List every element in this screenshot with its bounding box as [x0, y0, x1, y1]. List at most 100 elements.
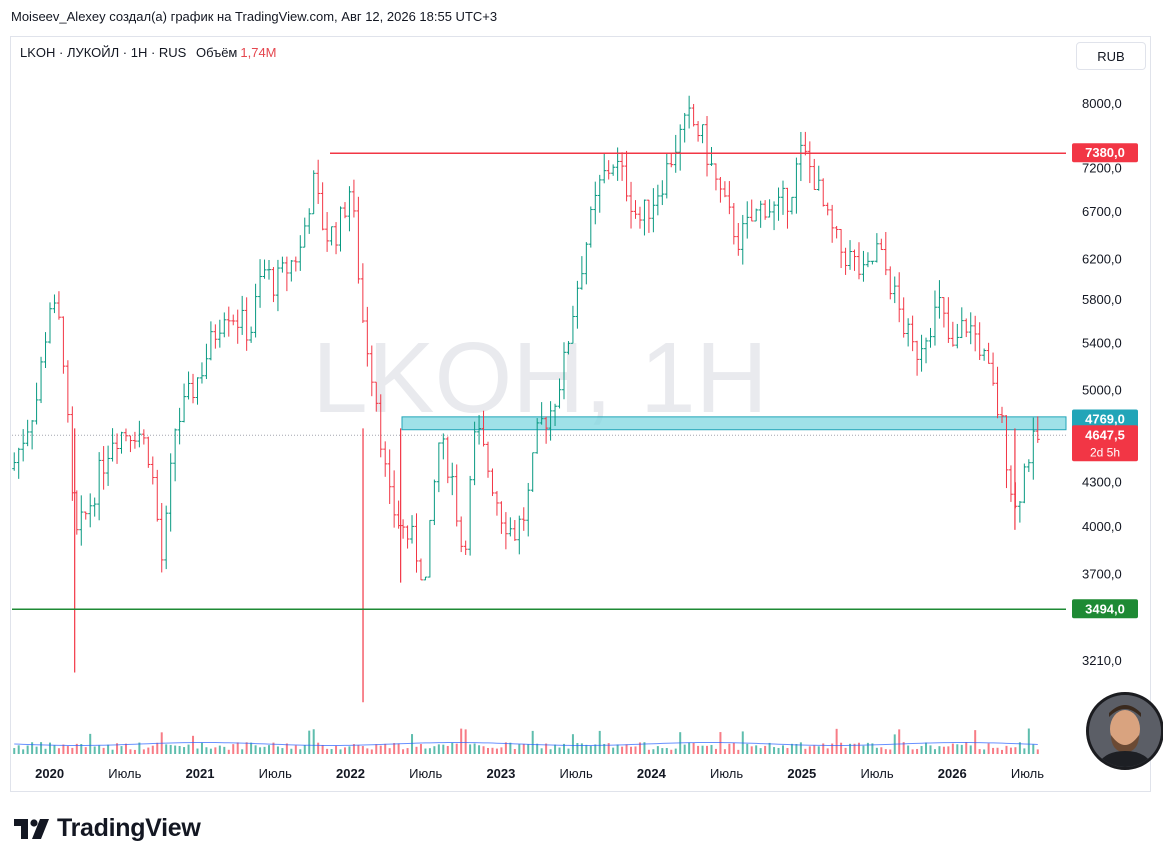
volume-bar — [840, 742, 843, 754]
volume-bar — [80, 744, 83, 754]
x-axis-tick-label: Июль — [710, 766, 743, 781]
volume-bar — [942, 746, 945, 754]
volume-bar — [294, 745, 297, 754]
volume-bar — [857, 742, 860, 754]
volume-bar — [746, 743, 749, 754]
volume-bar — [598, 730, 601, 754]
volume-bar — [907, 745, 910, 754]
volume-bar — [446, 745, 449, 754]
volume-bar — [790, 743, 793, 754]
volume-bar — [361, 746, 364, 754]
volume-bar — [75, 743, 78, 754]
volume-bar — [862, 745, 865, 754]
volume-bar — [419, 744, 422, 754]
volume-bar — [183, 747, 186, 754]
volume-bar — [402, 749, 405, 754]
volume-bar — [500, 747, 503, 754]
volume-bar — [871, 743, 874, 754]
volume-bar — [433, 746, 436, 754]
x-axis-tick-label: 2025 — [787, 766, 816, 781]
price-label-zone-text: 4769,0 — [1085, 412, 1125, 427]
volume-bar — [71, 747, 74, 754]
volume-bar — [545, 743, 548, 754]
x-axis-tick-label: 2026 — [938, 766, 967, 781]
currency-button[interactable]: RUB — [1076, 42, 1146, 70]
volume-bar — [40, 742, 43, 754]
volume-bar — [621, 746, 624, 754]
y-axis-tick-label: 5400,0 — [1082, 336, 1122, 351]
volume-bar — [969, 745, 972, 754]
x-axis-tick-label: Июль — [259, 766, 292, 781]
volume-bar — [549, 749, 552, 754]
volume-bar — [755, 745, 758, 754]
volume-bar — [853, 743, 856, 754]
volume-bar — [451, 742, 454, 754]
volume-bar — [875, 747, 878, 754]
volume-bar — [536, 743, 539, 754]
volume-bar — [44, 748, 47, 754]
volume-bar — [522, 743, 525, 754]
volume-bar — [308, 730, 311, 754]
volume-bar — [714, 748, 717, 754]
volume-bar — [343, 747, 346, 754]
volume-bar — [1009, 747, 1012, 754]
author-avatar[interactable] — [1086, 692, 1163, 770]
volume-bar — [692, 743, 695, 754]
volume-bar — [35, 746, 38, 754]
volume-bar — [107, 744, 110, 754]
volume-bar — [759, 748, 762, 754]
y-axis-tick-label: 7200,0 — [1082, 160, 1122, 175]
volume-bar — [375, 744, 378, 754]
volume-bar — [554, 744, 557, 754]
volume-bar — [116, 743, 119, 754]
y-axis-tick-label: 8000,0 — [1082, 96, 1122, 111]
volume-bar — [102, 747, 105, 754]
volume-bar — [299, 749, 302, 754]
volume-bar — [339, 749, 342, 754]
volume-bar — [728, 743, 731, 754]
volume-bar — [223, 746, 226, 754]
volume-bar — [831, 743, 834, 754]
volume-bar — [491, 747, 494, 754]
volume-bar — [13, 748, 16, 754]
volume-bar — [57, 748, 60, 754]
volume-bar — [478, 745, 481, 754]
volume-bar — [428, 748, 431, 754]
volume-bar — [1018, 742, 1021, 754]
volume-bar — [884, 749, 887, 754]
watermark-text: LKOH, 1H — [312, 322, 768, 434]
volume-bar — [920, 746, 923, 754]
volume-bar — [209, 748, 212, 754]
volume-bar — [424, 748, 427, 754]
tradingview-logo[interactable]: TradingView — [14, 814, 201, 843]
volume-bar — [849, 743, 852, 754]
volume-bar — [1005, 745, 1008, 754]
volume-bar — [411, 734, 414, 754]
volume-bar — [594, 744, 597, 754]
volume-bar — [643, 742, 646, 754]
y-axis-tick-label: 6700,0 — [1082, 204, 1122, 219]
volume-bar — [138, 742, 141, 754]
volume-bar — [259, 747, 262, 754]
volume-bar — [460, 728, 463, 754]
volume-bar — [933, 749, 936, 754]
volume-bar — [218, 745, 221, 754]
volume-bar — [996, 747, 999, 754]
y-axis-tick-label: 3700,0 — [1082, 566, 1122, 581]
volume-bar — [603, 743, 606, 754]
volume-bar — [357, 745, 360, 754]
volume-bar — [1023, 748, 1026, 754]
volume-bar — [187, 744, 190, 754]
volume-bar — [151, 745, 154, 754]
tradingview-logo-icon — [14, 818, 49, 839]
price-label-last — [1072, 425, 1138, 462]
volume-bar — [710, 744, 713, 754]
volume-bar — [330, 749, 333, 754]
x-axis-tick-label: 2024 — [637, 766, 667, 781]
symbol-legend[interactable]: LKOH · ЛУКОЙЛ · 1H · RUS Объём 1,74M — [20, 45, 277, 60]
volume-bar — [634, 746, 637, 754]
x-axis-tick-label: 2020 — [35, 766, 64, 781]
volume-bar — [531, 730, 534, 754]
volume-bar — [205, 747, 208, 754]
